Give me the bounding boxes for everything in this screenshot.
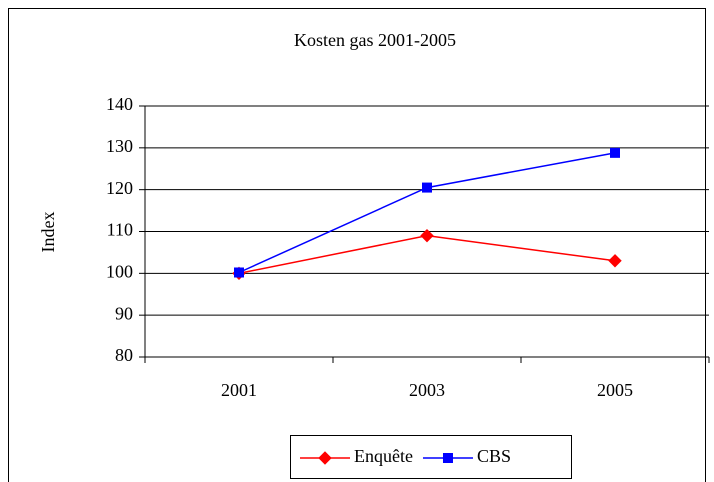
x-tick-label: 2005 <box>597 380 633 400</box>
y-tick-label: 110 <box>107 220 133 240</box>
legend-label: Enquête <box>354 446 413 466</box>
x-tick-label: 2003 <box>409 380 445 400</box>
chart-title: Kosten gas 2001-2005 <box>294 30 456 50</box>
marker <box>318 451 332 465</box>
marker <box>610 147 620 158</box>
y-tick-label: 100 <box>106 261 133 281</box>
chart-border <box>8 8 706 482</box>
y-axis-label: Index <box>38 212 58 253</box>
legend-label: CBS <box>477 446 511 466</box>
marker <box>420 228 434 243</box>
marker <box>442 453 453 463</box>
y-tick-label: 140 <box>106 94 133 114</box>
marker <box>422 182 432 193</box>
legend-box <box>290 435 572 479</box>
x-tick-label: 2001 <box>221 380 257 400</box>
y-tick-label: 80 <box>115 345 133 365</box>
y-tick-label: 130 <box>106 136 133 156</box>
y-tick-label: 90 <box>115 303 133 323</box>
y-tick-label: 120 <box>106 178 133 198</box>
marker <box>234 267 244 278</box>
marker <box>608 254 622 268</box>
